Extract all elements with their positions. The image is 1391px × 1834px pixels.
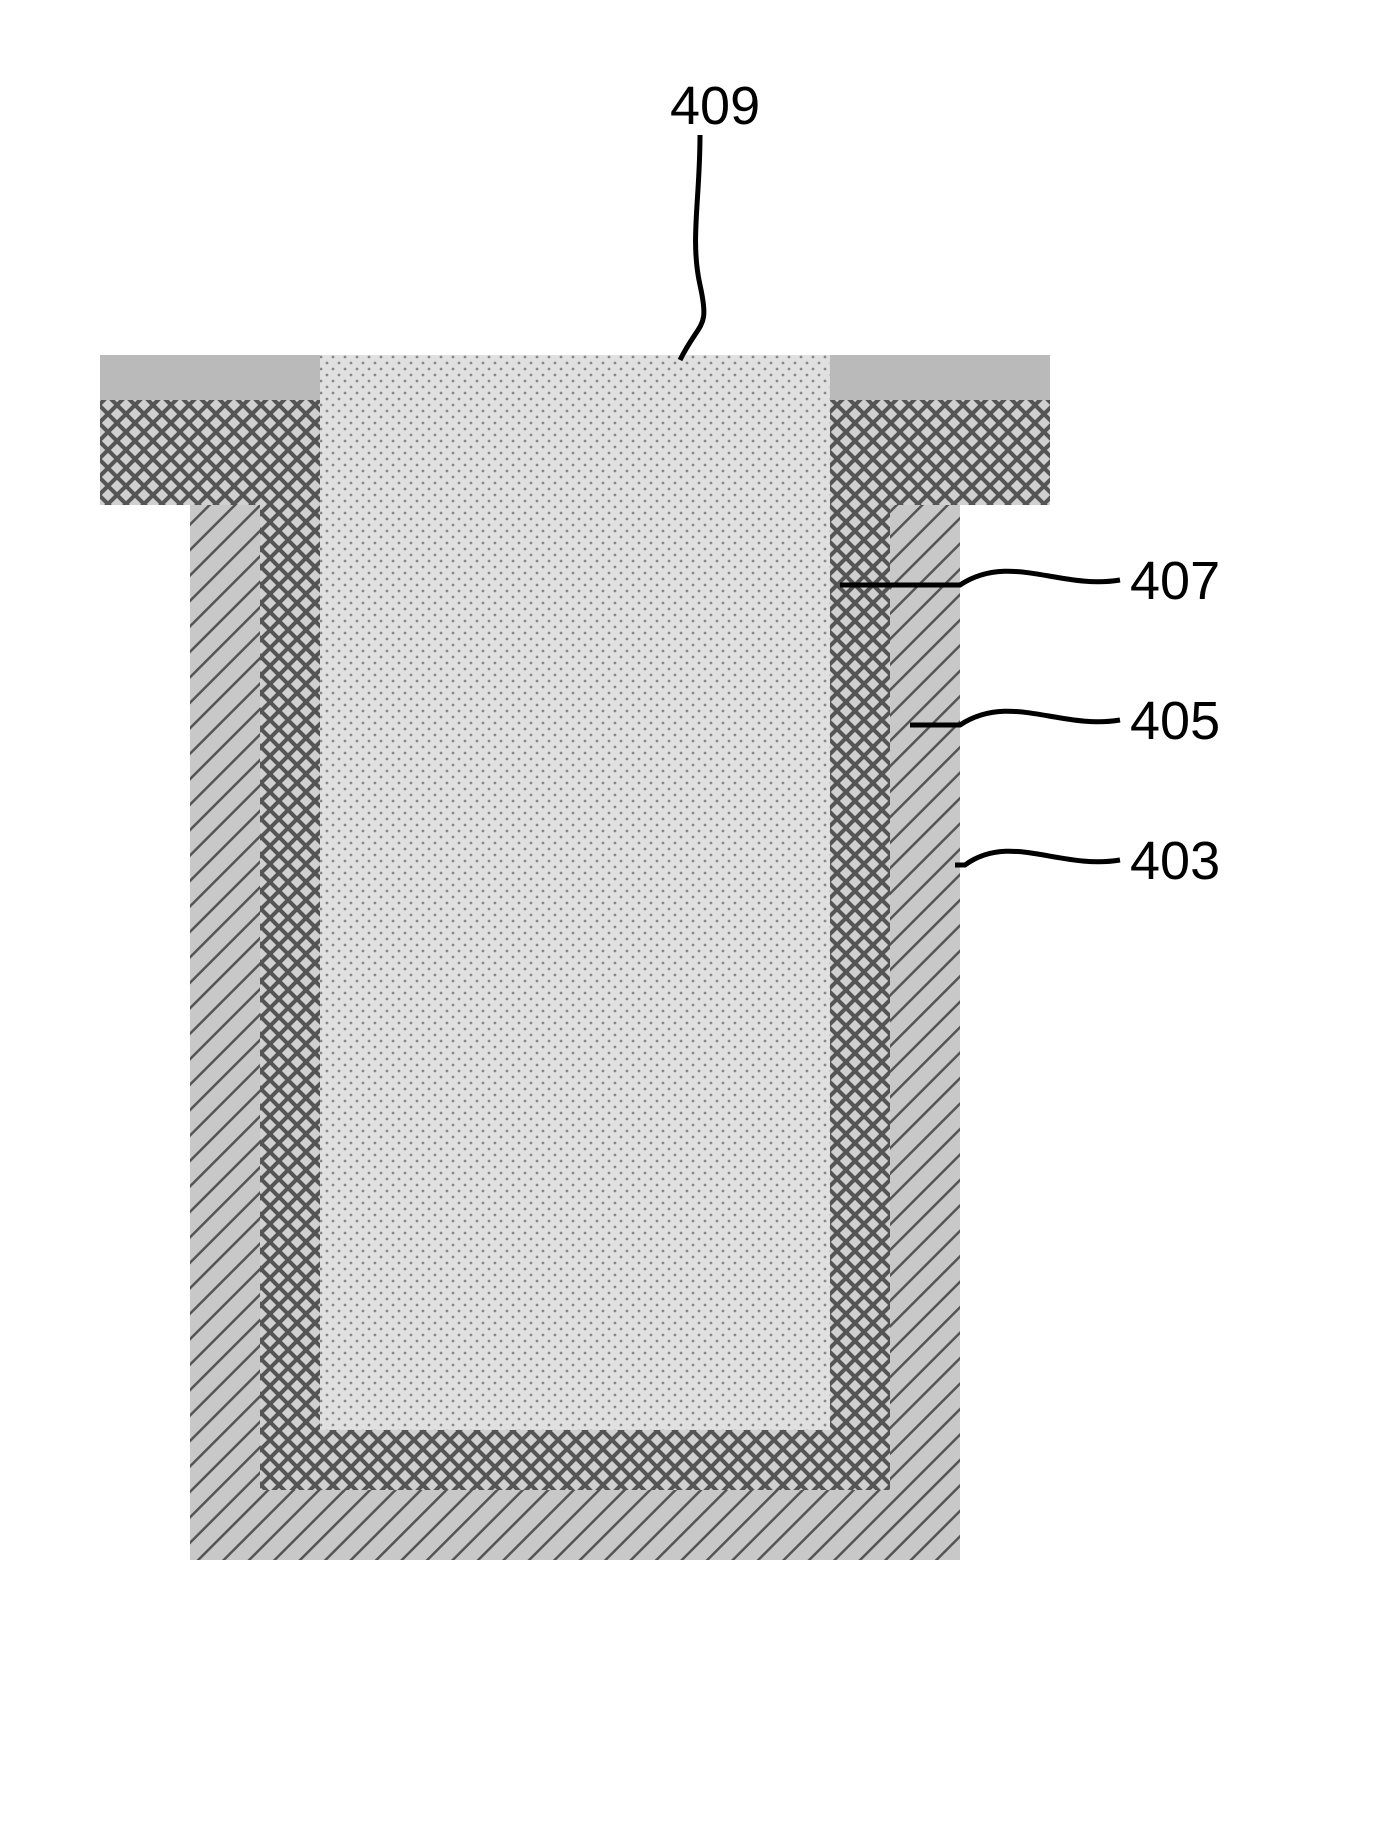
label-407: 407	[1130, 550, 1220, 612]
leader-409	[680, 135, 704, 360]
label-403: 403	[1130, 830, 1220, 892]
label-409: 409	[670, 75, 760, 137]
figure-svg	[0, 0, 1391, 1834]
label-405: 405	[1130, 690, 1220, 752]
leader-403	[955, 851, 1120, 865]
layer-407	[320, 400, 830, 1430]
layer-407-opening	[320, 355, 830, 400]
